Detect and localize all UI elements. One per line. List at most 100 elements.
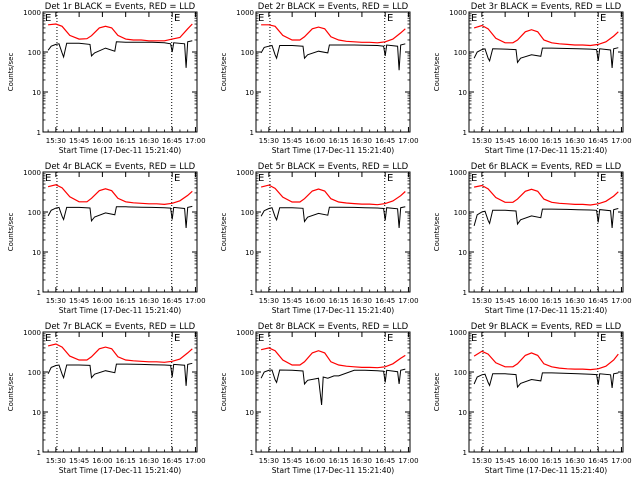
x-tick-label: 16:45 (588, 137, 608, 145)
x-tick-label: 16:15 (329, 137, 349, 145)
x-tick-label: 15:30 (46, 297, 66, 305)
y-tick-label: 1000 (236, 329, 254, 337)
x-tick-label: 16:15 (329, 297, 349, 305)
panel-title: Det 6r BLACK = Events, RED = LLD (471, 162, 622, 172)
x-tick-label: 15:30 (46, 457, 66, 465)
panel-title: Det 5r BLACK = Events, RED = LLD (258, 162, 409, 172)
y-tick-label: 1000 (449, 329, 467, 337)
x-tick-label: 17:00 (611, 297, 631, 305)
y-tick-label: 1 (250, 289, 254, 297)
plot-frame (468, 331, 624, 453)
series-events-line (260, 206, 406, 228)
series-lld-line (473, 350, 619, 371)
x-tick-label: 17:00 (611, 137, 631, 145)
y-axis-label: Counts/sec (433, 373, 441, 412)
e-marker-right: E (387, 173, 393, 184)
x-tick-label: 16:30 (352, 457, 372, 465)
y-tick-label: 100 (28, 49, 41, 57)
y-tick-label: 100 (454, 369, 467, 377)
x-tick-label: 15:45 (495, 457, 515, 465)
x-tick-label: 16:00 (92, 297, 112, 305)
panel-title: Det 8r BLACK = Events, RED = LLD (258, 322, 409, 332)
y-tick-label: 1000 (236, 169, 254, 177)
x-tick-label: 17:00 (185, 297, 205, 305)
x-tick-label: 15:45 (282, 297, 302, 305)
x-tick-label: 15:30 (472, 137, 492, 145)
y-tick-label: 1 (463, 289, 467, 297)
x-axis-label: Start Time (17-Dec-11 15:21:40) (485, 146, 607, 155)
x-tick-label: 15:45 (495, 137, 515, 145)
x-tick-label: 15:45 (282, 457, 302, 465)
y-tick-label: 100 (241, 369, 254, 377)
x-tick-label: 16:00 (305, 137, 325, 145)
y-tick-label: 1 (463, 449, 467, 457)
x-tick-label: 16:15 (542, 137, 562, 145)
y-tick-label: 10 (245, 89, 254, 97)
y-axis-label: Counts/sec (7, 213, 15, 252)
plot-frame (468, 171, 624, 293)
series-lld-line (47, 343, 193, 363)
x-tick-label: 16:45 (375, 297, 395, 305)
x-tick-label: 16:00 (518, 457, 538, 465)
x-tick-label: 16:00 (305, 457, 325, 465)
panel-title: Det 7r BLACK = Events, RED = LLD (45, 322, 196, 332)
x-axis-label: Start Time (17-Dec-11 15:21:40) (59, 466, 181, 475)
x-axis-label: Start Time (17-Dec-11 15:21:40) (59, 146, 181, 155)
x-tick-label: 17:00 (185, 137, 205, 145)
series-events-line (47, 40, 193, 68)
x-tick-label: 15:45 (69, 137, 89, 145)
x-tick-label: 16:00 (518, 297, 538, 305)
series-events-line (473, 47, 619, 68)
plot-frame (42, 331, 198, 453)
y-tick-label: 100 (28, 369, 41, 377)
x-axis-label: Start Time (17-Dec-11 15:21:40) (272, 306, 394, 315)
e-marker-right: E (600, 173, 606, 184)
y-axis-label: Counts/sec (433, 53, 441, 92)
y-tick-label: 1000 (23, 9, 41, 17)
x-tick-label: 17:00 (398, 137, 418, 145)
panel-1: Det 1r BLACK = Events, RED = LLD 1 10 100 10… (7, 2, 206, 155)
y-tick-label: 1 (37, 289, 41, 297)
x-tick-label: 16:45 (375, 457, 395, 465)
y-tick-label: 100 (241, 209, 254, 217)
y-tick-label: 100 (454, 49, 467, 57)
panel-title: Det 3r BLACK = Events, RED = LLD (471, 2, 622, 12)
x-tick-label: 16:00 (92, 457, 112, 465)
e-marker-right: E (600, 13, 606, 24)
x-tick-label: 16:45 (162, 297, 182, 305)
e-marker-left: E (45, 333, 51, 344)
x-tick-label: 15:30 (259, 457, 279, 465)
x-tick-label: 16:30 (565, 137, 585, 145)
y-tick-label: 1000 (23, 329, 41, 337)
x-tick-label: 16:15 (116, 457, 136, 465)
y-axis-label: Counts/sec (220, 213, 228, 252)
e-marker-left: E (471, 333, 477, 344)
y-tick-label: 10 (458, 249, 467, 257)
x-axis-label: Start Time (17-Dec-11 15:21:40) (272, 146, 394, 155)
e-marker-right: E (387, 13, 393, 24)
y-tick-label: 1 (250, 449, 254, 457)
series-lld-line (260, 184, 406, 206)
x-tick-label: 16:30 (352, 297, 372, 305)
panel-8: Det 8r BLACK = Events, RED = LLD 1 10 100 10… (220, 322, 419, 475)
e-marker-left: E (471, 173, 477, 184)
x-tick-label: 15:30 (259, 297, 279, 305)
x-tick-label: 15:30 (472, 297, 492, 305)
x-tick-label: 15:45 (495, 297, 515, 305)
panel-4: Det 4r BLACK = Events, RED = LLD 1 10 100 10… (7, 162, 206, 315)
x-tick-label: 17:00 (185, 457, 205, 465)
x-axis-label: Start Time (17-Dec-11 15:21:40) (272, 466, 394, 475)
y-tick-label: 10 (245, 249, 254, 257)
panel-6: Det 6r BLACK = Events, RED = LLD 1 10 100 10… (433, 162, 632, 315)
e-marker-left: E (471, 13, 477, 24)
x-tick-label: 16:45 (162, 137, 182, 145)
x-tick-label: 15:30 (46, 137, 66, 145)
plot-frame (42, 171, 198, 293)
e-marker-left: E (45, 13, 51, 24)
y-axis-label: Counts/sec (7, 53, 15, 92)
y-tick-label: 1 (37, 129, 41, 137)
y-tick-label: 100 (241, 49, 254, 57)
x-tick-label: 16:45 (375, 137, 395, 145)
e-marker-left: E (258, 173, 264, 184)
